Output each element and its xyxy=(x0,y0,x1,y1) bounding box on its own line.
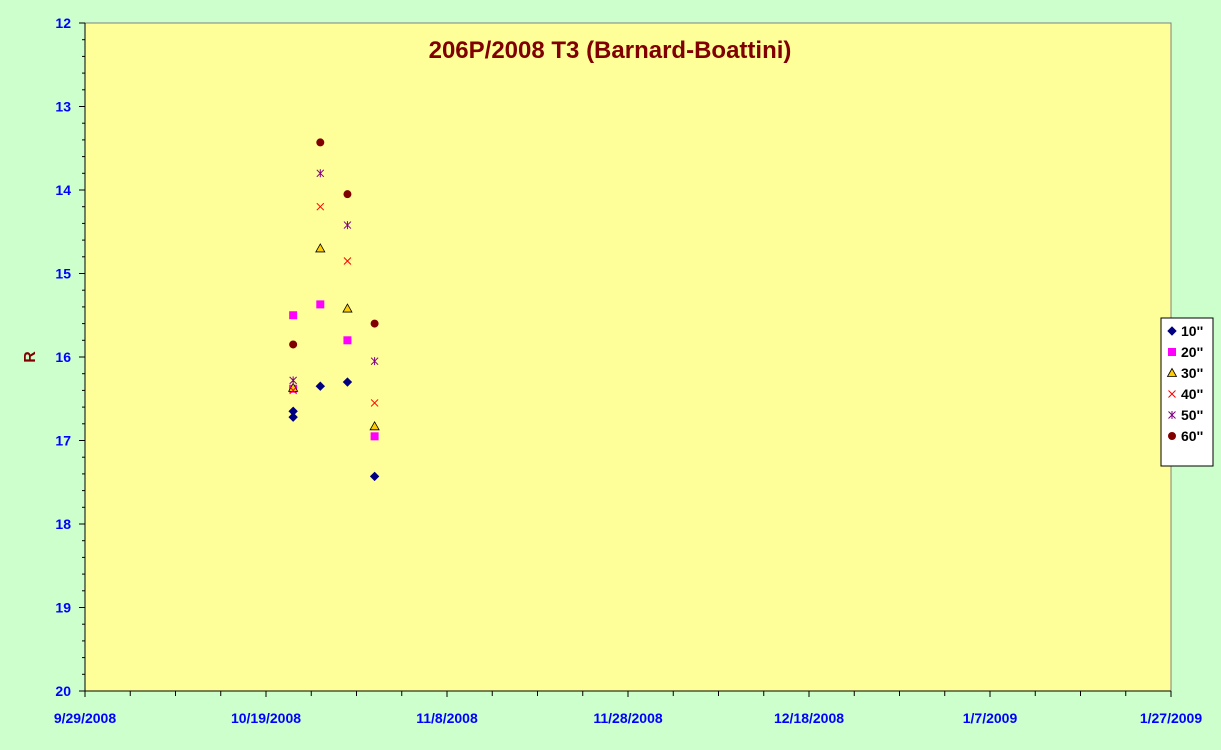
data-point xyxy=(369,471,380,482)
series-5 xyxy=(289,169,379,385)
y-axis-label: R xyxy=(22,351,39,363)
chart-title: 206P/2008 T3 (Barnard-Boattini) xyxy=(429,37,792,64)
data-point xyxy=(343,190,352,199)
legend-entry: 10'' xyxy=(1181,323,1203,339)
series-1 xyxy=(288,377,380,482)
legend-entry: 40'' xyxy=(1181,386,1203,402)
data-point xyxy=(288,406,298,416)
series-4 xyxy=(289,202,379,407)
y-tick-label: 19 xyxy=(55,600,71,616)
data-point xyxy=(289,376,298,385)
data-point xyxy=(343,257,352,265)
data-point xyxy=(289,311,298,320)
x-tick-label: 1/7/2009 xyxy=(963,710,1018,726)
y-tick-label: 17 xyxy=(55,433,71,449)
data-point xyxy=(370,432,379,441)
data-point xyxy=(287,382,299,392)
data-point xyxy=(316,300,325,309)
data-point xyxy=(370,357,379,366)
legend-marker xyxy=(1168,348,1176,356)
x-tick-label: 10/19/2008 xyxy=(231,710,301,726)
data-point xyxy=(342,303,353,313)
x-tick-label: 1/27/2009 xyxy=(1140,710,1202,726)
plot-area xyxy=(84,22,1172,692)
legend-entry: 60'' xyxy=(1181,428,1203,444)
y-tick-label: 15 xyxy=(55,266,71,282)
legend-entry: 20'' xyxy=(1181,344,1203,360)
data-point xyxy=(289,386,298,395)
data-point xyxy=(316,169,325,178)
data-point xyxy=(370,319,379,328)
y-tick-label: 12 xyxy=(55,15,71,31)
legend-entry: 50'' xyxy=(1181,407,1203,423)
legend-entry: 30'' xyxy=(1181,365,1203,381)
data-point xyxy=(343,336,352,345)
data-point xyxy=(288,412,298,422)
series-6 xyxy=(289,138,379,349)
x-tick-label: 11/8/2008 xyxy=(416,710,478,726)
y-tick-label: 13 xyxy=(55,99,71,115)
data-point xyxy=(316,202,325,211)
legend: 10'' 20'' 30'' 40'' 50'' 60'' xyxy=(1160,317,1214,467)
data-point xyxy=(370,399,379,407)
y-tick-label: 20 xyxy=(55,683,71,699)
x-axis-ticks: 9/29/2008 10/19/2008 11/8/2008 11/28/2008 12… xyxy=(54,691,1202,726)
legend-marker xyxy=(1166,367,1178,377)
y-tick-label: 16 xyxy=(55,349,71,365)
x-tick-label: 9/29/2008 xyxy=(54,710,116,726)
y-axis-ticks: 12 13 14 15 16 17 18 19 20 xyxy=(55,15,85,699)
series-3 xyxy=(287,243,380,431)
legend-marker xyxy=(1167,326,1177,336)
data-point xyxy=(315,243,326,253)
data-point xyxy=(343,221,352,230)
data-point xyxy=(316,138,325,147)
legend-marker xyxy=(1168,390,1176,398)
x-tick-label: 11/28/2008 xyxy=(593,710,663,726)
data-point xyxy=(289,340,298,349)
legend-marker xyxy=(1168,432,1176,440)
y-tick-label: 14 xyxy=(55,182,71,198)
data-point xyxy=(315,381,326,391)
data-point xyxy=(342,377,353,387)
y-tick-label: 18 xyxy=(55,516,71,532)
legend-marker xyxy=(1168,411,1176,419)
data-point xyxy=(369,420,380,431)
x-tick-label: 12/18/2008 xyxy=(774,710,844,726)
data-markers xyxy=(287,138,380,482)
